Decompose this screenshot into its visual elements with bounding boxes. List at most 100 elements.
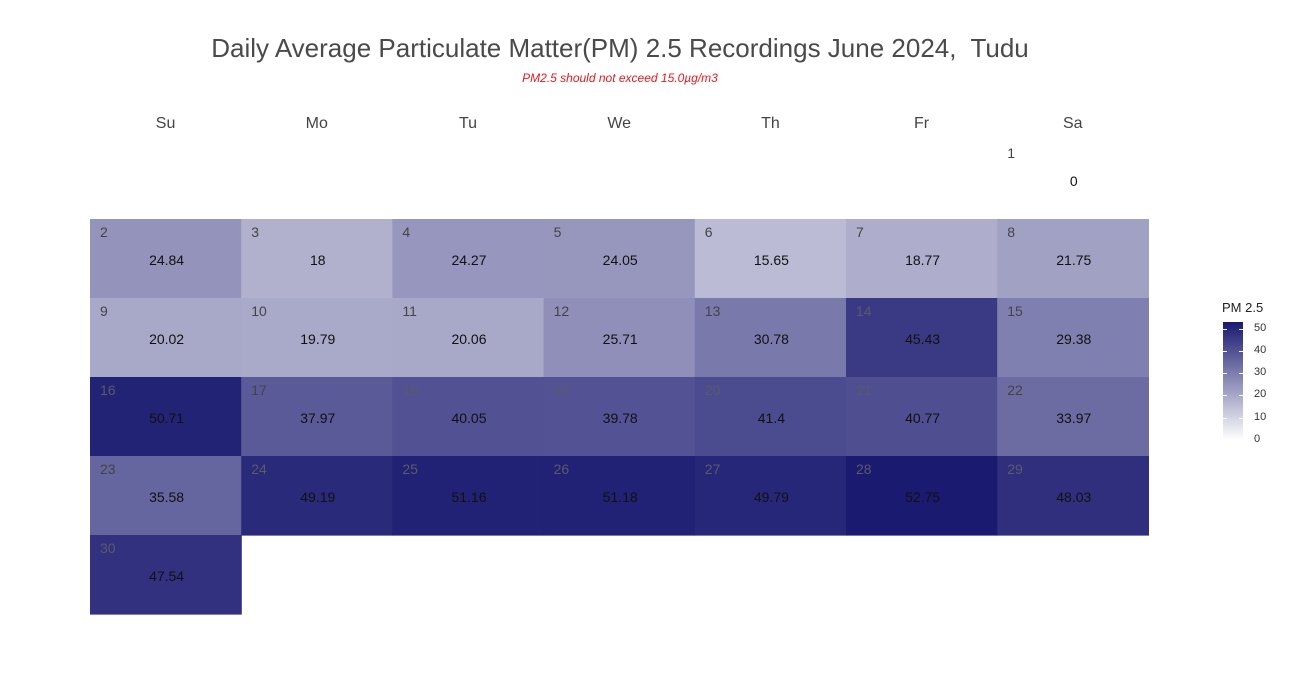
day-value-13: 30.78: [754, 331, 789, 347]
day-tile-3: [241, 219, 393, 299]
weekday-label-mo: Mo: [306, 115, 328, 132]
day-number-17: 17: [251, 382, 267, 398]
day-number-12: 12: [554, 303, 570, 319]
day-number-7: 7: [856, 224, 864, 240]
day-value-4: 24.27: [451, 252, 486, 268]
day-tile-14: [846, 298, 998, 378]
day-cell-5: 524.05: [543, 219, 696, 299]
day-value-14: 45.43: [905, 331, 940, 347]
day-tile-24: [241, 456, 393, 536]
day-cell-24: 24 49.19: [241, 456, 393, 536]
day-cell-22: 22 33.97: [997, 377, 1149, 457]
day-number-20: 20: [705, 382, 721, 398]
day-cell-26: 26 51.18: [543, 456, 696, 536]
day-value-6: 15.65: [754, 252, 789, 268]
day-value-21: 40.77: [905, 410, 940, 426]
day-value-26: 51.18: [603, 489, 638, 505]
day-number-16: 16: [100, 382, 116, 398]
day-cell-30: 30 47.54: [90, 535, 242, 615]
day-value-18: 40.05: [451, 410, 486, 426]
day-tile-25: [392, 456, 545, 536]
day-cell-18: 18 40.05: [392, 377, 545, 457]
legend-tick-label-0: 0: [1254, 433, 1261, 445]
legend-tick-mark-20-r: [1239, 395, 1243, 397]
weekday-label-su: Su: [156, 115, 176, 132]
day-number-8: 8: [1007, 224, 1015, 240]
day-number-15: 15: [1007, 303, 1023, 319]
day-cell-14: 14 45.43: [846, 298, 998, 378]
day-value-8: 21.75: [1056, 252, 1091, 268]
day-cell-15: 15 29.38: [997, 298, 1149, 378]
day-value-19: 39.78: [603, 410, 638, 426]
day-value-5: 24.05: [603, 252, 638, 268]
day-number-3: 3: [251, 224, 259, 240]
day-cell-2: 224.84: [90, 219, 242, 299]
day-tile-5: [543, 219, 696, 299]
day-number-14: 14: [856, 303, 872, 319]
day-tile-12: [543, 298, 696, 378]
legend-tick-label-10: 10: [1254, 410, 1267, 423]
day-number-22: 22: [1007, 382, 1023, 398]
day-number-19: 19: [554, 382, 570, 398]
day-number-11: 11: [402, 303, 417, 319]
day-value-30: 47.54: [149, 568, 184, 584]
day-tile-29: [997, 456, 1149, 536]
chart-title: Daily Average Particulate Matter(PM) 2.5…: [211, 33, 1029, 63]
day-tile-19: [543, 377, 696, 457]
legend-tick-mark-40-r: [1239, 350, 1243, 352]
day-value-29: 48.03: [1056, 489, 1091, 505]
legend-tick-mark-50-r: [1239, 328, 1243, 330]
legend-tick-mark-10-r: [1239, 417, 1243, 419]
day-tile-28: [846, 456, 998, 536]
day-value-20: 41.4: [758, 410, 785, 426]
day-number-28: 28: [856, 461, 872, 477]
day-cell-4: 424.27: [392, 219, 545, 299]
day-tile-26: [543, 456, 696, 536]
day-cell-7: 718.77: [846, 219, 998, 299]
day-cell-25: 25 51.16: [392, 456, 545, 536]
day-tile-27: [694, 456, 847, 536]
day-cell-16: 16 50.71: [90, 377, 242, 457]
day-tile-15: [997, 298, 1149, 378]
day-value-9: 20.02: [149, 331, 184, 347]
day-number-1: 1: [1007, 145, 1015, 161]
day-number-6: 6: [705, 224, 713, 240]
legend-tick-mark-50-l: [1223, 328, 1227, 330]
day-tile-2: [90, 219, 242, 299]
weekday-label-tu: Tu: [459, 115, 477, 132]
legend-tick-label-50: 50: [1254, 321, 1267, 334]
day-value-23: 35.58: [149, 489, 184, 505]
day-tile-8: [997, 219, 1149, 299]
legend-tick-mark-30-r: [1239, 373, 1243, 375]
day-tile-30: [90, 535, 242, 615]
day-value-7: 18.77: [905, 252, 940, 268]
day-number-10: 10: [251, 303, 267, 319]
legend-title: PM 2.5: [1222, 300, 1264, 315]
day-value-25: 51.16: [451, 489, 486, 505]
legend-tick-label-30: 30: [1254, 366, 1267, 379]
day-cell-23: 23 35.58: [90, 456, 242, 536]
day-tile-9: [90, 298, 242, 378]
weekday-label-we: We: [607, 115, 631, 132]
day-cell-12: 12 25.71: [543, 298, 696, 378]
weekday-label-th: Th: [761, 115, 780, 132]
calendar-heatmap: Su Mo Tu We Th Fr Sa10224.84318424.27524.05615…: [90, 115, 1149, 615]
day-cell-10: 10 19.79: [241, 298, 393, 378]
day-value-24: 49.19: [300, 489, 335, 505]
legend-tick-mark-0-l: [1223, 440, 1227, 441]
day-value-22: 33.97: [1056, 410, 1091, 426]
day-value-11: 20.06: [451, 331, 486, 347]
day-number-13: 13: [705, 303, 721, 319]
day-tile-13: [694, 298, 847, 378]
legend-tick-mark-10-l: [1223, 417, 1227, 419]
day-cell-27: 27 49.79: [694, 456, 847, 536]
chart-subtitle: PM2.5 should not exceed 15.0µg/m3: [522, 71, 718, 85]
day-cell-29: 29 48.03: [997, 456, 1149, 536]
day-value-15: 29.38: [1056, 331, 1091, 347]
day-value-12: 25.71: [603, 331, 638, 347]
day-cell-3: 3 18: [241, 219, 393, 299]
day-number-26: 26: [554, 461, 570, 477]
day-cell-19: 19 39.78: [543, 377, 696, 457]
day-tile-6: [694, 219, 847, 299]
legend-colorbar: [1223, 322, 1243, 440]
